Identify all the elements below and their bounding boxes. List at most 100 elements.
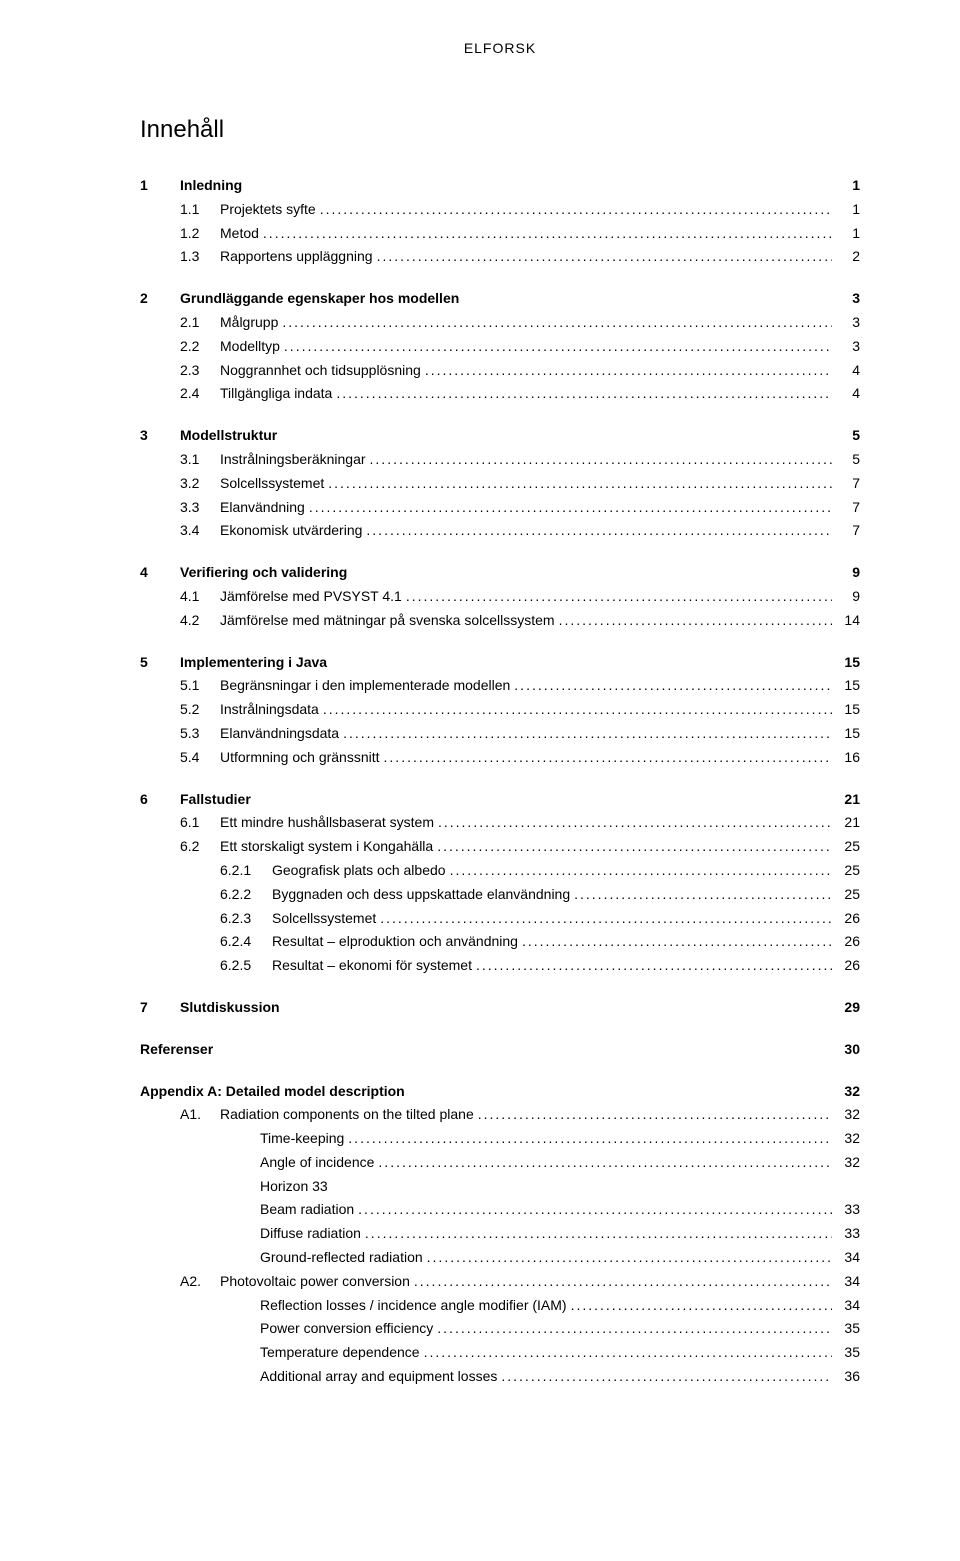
toc-appendix-item: A1.Radiation components on the tilted pl… [140,1103,860,1127]
toc-leader [559,609,832,633]
toc-page: 15 [836,651,860,675]
toc-page: 7 [836,496,860,520]
toc-leader [414,1270,832,1294]
toc-chapter: 6Fallstudier21 [140,788,860,812]
toc-item: 1.1Projektets syfte1 [140,198,860,222]
toc-text: Begränsningar i den implementerade model… [220,674,510,698]
toc-text: Reflection losses / incidence angle modi… [260,1294,567,1318]
toc-page: 32 [836,1127,860,1151]
toc-text: Jämförelse med mätningar på svenska solc… [220,609,555,633]
toc-text: Inledning [180,174,242,198]
toc-chapter: 4Verifiering och validering9 [140,561,860,585]
toc-text: Beam radiation [260,1198,354,1222]
toc-leader [424,1341,832,1365]
toc-page: 7 [836,519,860,543]
toc-text: Resultat – ekonomi för systemet [272,954,472,978]
toc-page: 25 [836,859,860,883]
toc-section: 5Implementering i Java155.1Begränsningar… [140,651,860,770]
toc-number: 6.2.3 [220,907,272,931]
toc-number: 4.1 [180,585,220,609]
toc-page: 9 [836,561,860,585]
toc-appendix-item: A2.Photovoltaic power conversion34 [140,1270,860,1294]
toc-leader [476,954,832,978]
toc-number: 3.4 [180,519,220,543]
toc-number: A1. [180,1103,220,1127]
toc-page: 21 [836,811,860,835]
toc-number: 5.2 [180,698,220,722]
toc-text: Ground-reflected radiation [260,1246,423,1270]
toc-text: Additional array and equipment losses [260,1365,497,1389]
toc-appendix-subitem: Reflection losses / incidence angle modi… [140,1294,860,1318]
toc-section: 6Fallstudier216.1Ett mindre hushållsbase… [140,788,860,978]
toc-number: 3 [140,424,180,448]
toc-number: 2.1 [180,311,220,335]
toc-leader [348,1127,832,1151]
toc-text: Tillgängliga indata [220,382,332,406]
toc-number: 3.2 [180,472,220,496]
toc-chapter: 1Inledning1 [140,174,860,198]
toc-text: Diffuse radiation [260,1222,361,1246]
toc-text: Angle of incidence [260,1151,374,1175]
toc-page: 26 [836,954,860,978]
toc-number: 3.1 [180,448,220,472]
toc-item: 2.1Målgrupp3 [140,311,860,335]
toc-page: 4 [836,382,860,406]
toc-item: 5.3Elanvändningsdata15 [140,722,860,746]
toc-appendix-subitem: Power conversion efficiency 35 [140,1317,860,1341]
toc-number: 2 [140,287,180,311]
toc-text: Utformning och gränssnitt [220,746,380,770]
toc-page: 26 [836,907,860,931]
toc-number: 6 [140,788,180,812]
toc-leader [343,722,832,746]
toc-appendix-subitem: Horizon 33 [140,1175,860,1199]
toc-leader [320,198,832,222]
toc-leader [574,883,832,907]
toc-text: Solcellssystemet [220,472,324,496]
toc-number: 5 [140,651,180,675]
toc-leader [336,382,832,406]
toc-page: 35 [836,1341,860,1365]
toc-number: 3.3 [180,496,220,520]
toc-text: Elanvändningsdata [220,722,339,746]
toc-text: Implementering i Java [180,651,327,675]
toc-leader [571,1294,832,1318]
toc-item: 2.4Tillgängliga indata4 [140,382,860,406]
toc-page: 33 [836,1222,860,1246]
toc-section-appendix: Appendix A: Detailed model description32… [140,1080,860,1389]
toc-page: 32 [836,1080,860,1104]
toc-page: 34 [836,1246,860,1270]
toc-page: 15 [836,698,860,722]
toc-leader [323,698,832,722]
toc-text: Horizon 33 [260,1175,328,1199]
toc-page: 15 [836,674,860,698]
toc-text: Radiation components on the tilted plane [220,1103,474,1127]
toc-leader [263,222,832,246]
toc-appendix-subitem: Additional array and equipment losses36 [140,1365,860,1389]
toc-leader [366,519,832,543]
toc-text: Photovoltaic power conversion [220,1270,410,1294]
toc-text: Power conversion efficiency [260,1317,433,1341]
toc-leader [380,907,832,931]
toc-number: 7 [140,996,180,1020]
toc-number: 4.2 [180,609,220,633]
toc-page: 35 [836,1317,860,1341]
toc-appendix-subitem: Diffuse radiation 33 [140,1222,860,1246]
toc-text: Verifiering och validering [180,561,347,585]
toc-item: 6.1Ett mindre hushållsbaserat system21 [140,811,860,835]
toc-leader [425,359,832,383]
toc-page: 15 [836,722,860,746]
toc-leader [358,1198,832,1222]
toc-leader [370,448,832,472]
toc-page: 3 [836,311,860,335]
toc-item: 2.3Noggrannhet och tidsupplösning4 [140,359,860,383]
toc-text: Ett storskaligt system i Kongahälla [220,835,433,859]
toc-title: Innehåll [140,116,860,144]
toc-text: Projektets syfte [220,198,316,222]
toc-subitem: 6.2.5Resultat – ekonomi för systemet26 [140,954,860,978]
toc-page: 1 [836,198,860,222]
toc-number: 6.1 [180,811,220,835]
toc-page: 25 [836,883,860,907]
toc-page: 32 [836,1103,860,1127]
toc-page: 2 [836,245,860,269]
toc-text: Ekonomisk utvärdering [220,519,362,543]
